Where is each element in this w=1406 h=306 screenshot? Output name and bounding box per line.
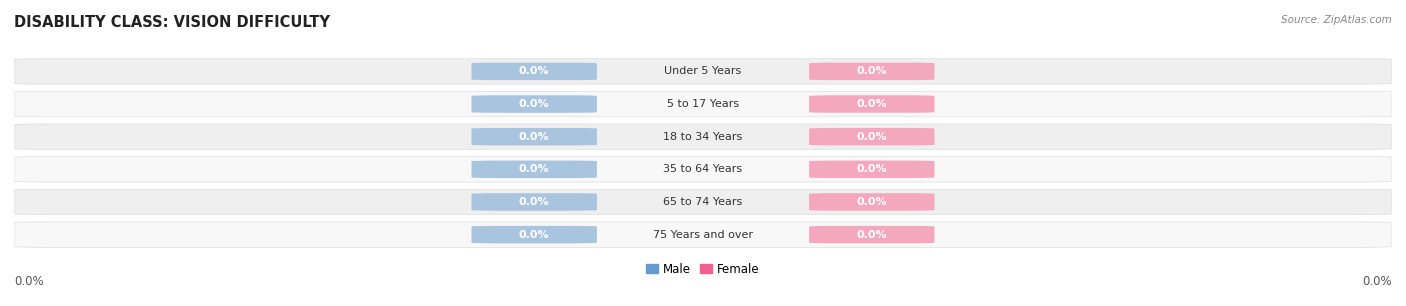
Text: 0.0%: 0.0% xyxy=(856,99,887,109)
Text: 18 to 34 Years: 18 to 34 Years xyxy=(664,132,742,142)
FancyBboxPatch shape xyxy=(808,161,935,178)
Text: Source: ZipAtlas.com: Source: ZipAtlas.com xyxy=(1281,15,1392,25)
FancyBboxPatch shape xyxy=(14,189,1392,215)
Text: 65 to 74 Years: 65 to 74 Years xyxy=(664,197,742,207)
FancyBboxPatch shape xyxy=(471,63,598,80)
Text: 0.0%: 0.0% xyxy=(519,197,550,207)
Text: 5 to 17 Years: 5 to 17 Years xyxy=(666,99,740,109)
Text: 0.0%: 0.0% xyxy=(856,164,887,174)
Text: 0.0%: 0.0% xyxy=(14,275,44,288)
FancyBboxPatch shape xyxy=(808,63,935,80)
FancyBboxPatch shape xyxy=(14,124,1392,149)
FancyBboxPatch shape xyxy=(14,91,1392,117)
FancyBboxPatch shape xyxy=(14,222,1392,247)
FancyBboxPatch shape xyxy=(471,226,598,243)
FancyBboxPatch shape xyxy=(471,95,598,113)
Text: 0.0%: 0.0% xyxy=(519,66,550,76)
FancyBboxPatch shape xyxy=(471,161,598,178)
FancyBboxPatch shape xyxy=(808,128,935,145)
Text: 0.0%: 0.0% xyxy=(519,132,550,142)
Text: 35 to 64 Years: 35 to 64 Years xyxy=(664,164,742,174)
Text: 0.0%: 0.0% xyxy=(856,132,887,142)
Text: 0.0%: 0.0% xyxy=(856,197,887,207)
FancyBboxPatch shape xyxy=(808,95,935,113)
FancyBboxPatch shape xyxy=(808,226,935,243)
Text: 0.0%: 0.0% xyxy=(519,99,550,109)
Text: 0.0%: 0.0% xyxy=(1362,275,1392,288)
FancyBboxPatch shape xyxy=(471,193,598,211)
Text: 0.0%: 0.0% xyxy=(856,230,887,240)
Text: 75 Years and over: 75 Years and over xyxy=(652,230,754,240)
FancyBboxPatch shape xyxy=(471,128,598,145)
FancyBboxPatch shape xyxy=(808,193,935,211)
Text: DISABILITY CLASS: VISION DIFFICULTY: DISABILITY CLASS: VISION DIFFICULTY xyxy=(14,15,330,30)
Text: 0.0%: 0.0% xyxy=(856,66,887,76)
Text: 0.0%: 0.0% xyxy=(519,230,550,240)
FancyBboxPatch shape xyxy=(14,157,1392,182)
Text: 0.0%: 0.0% xyxy=(519,164,550,174)
Text: Under 5 Years: Under 5 Years xyxy=(665,66,741,76)
FancyBboxPatch shape xyxy=(14,59,1392,84)
Legend: Male, Female: Male, Female xyxy=(641,258,765,280)
